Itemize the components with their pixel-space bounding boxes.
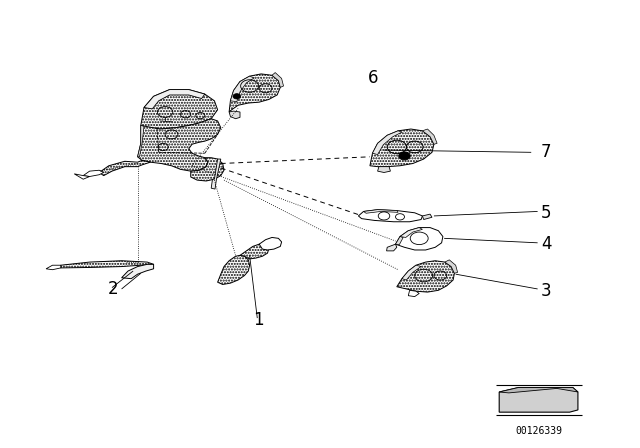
Polygon shape <box>402 265 421 280</box>
Text: 5: 5 <box>541 204 551 222</box>
Polygon shape <box>218 255 250 284</box>
Polygon shape <box>364 210 398 213</box>
Polygon shape <box>144 90 205 109</box>
Polygon shape <box>138 125 144 157</box>
Polygon shape <box>141 90 218 129</box>
Text: 7: 7 <box>541 143 551 161</box>
Polygon shape <box>272 73 284 87</box>
Polygon shape <box>358 210 422 222</box>
Polygon shape <box>229 74 280 112</box>
Polygon shape <box>122 264 154 279</box>
Text: 3: 3 <box>541 282 552 300</box>
Polygon shape <box>230 76 254 102</box>
Polygon shape <box>229 111 240 119</box>
Polygon shape <box>378 167 390 172</box>
Polygon shape <box>211 159 221 189</box>
Polygon shape <box>397 261 454 292</box>
Circle shape <box>233 94 241 99</box>
Polygon shape <box>499 388 578 412</box>
Polygon shape <box>83 170 104 177</box>
Polygon shape <box>259 237 282 250</box>
Polygon shape <box>445 260 458 273</box>
Polygon shape <box>74 174 90 179</box>
Polygon shape <box>99 160 150 176</box>
Polygon shape <box>400 228 422 237</box>
Polygon shape <box>372 131 402 155</box>
Polygon shape <box>61 261 154 268</box>
Polygon shape <box>408 290 419 297</box>
Polygon shape <box>240 244 269 259</box>
Polygon shape <box>138 119 221 171</box>
Polygon shape <box>499 388 578 393</box>
Polygon shape <box>422 129 437 144</box>
Text: 1: 1 <box>253 311 264 329</box>
Text: 00126339: 00126339 <box>515 426 563 436</box>
Polygon shape <box>396 228 443 250</box>
Text: 6: 6 <box>368 69 378 87</box>
Polygon shape <box>422 214 432 220</box>
Polygon shape <box>46 265 61 270</box>
Text: 4: 4 <box>541 235 551 253</box>
Polygon shape <box>387 244 397 251</box>
Polygon shape <box>396 237 403 245</box>
Polygon shape <box>370 129 434 167</box>
Text: 2: 2 <box>108 280 118 298</box>
Circle shape <box>399 152 410 160</box>
Polygon shape <box>191 158 224 181</box>
